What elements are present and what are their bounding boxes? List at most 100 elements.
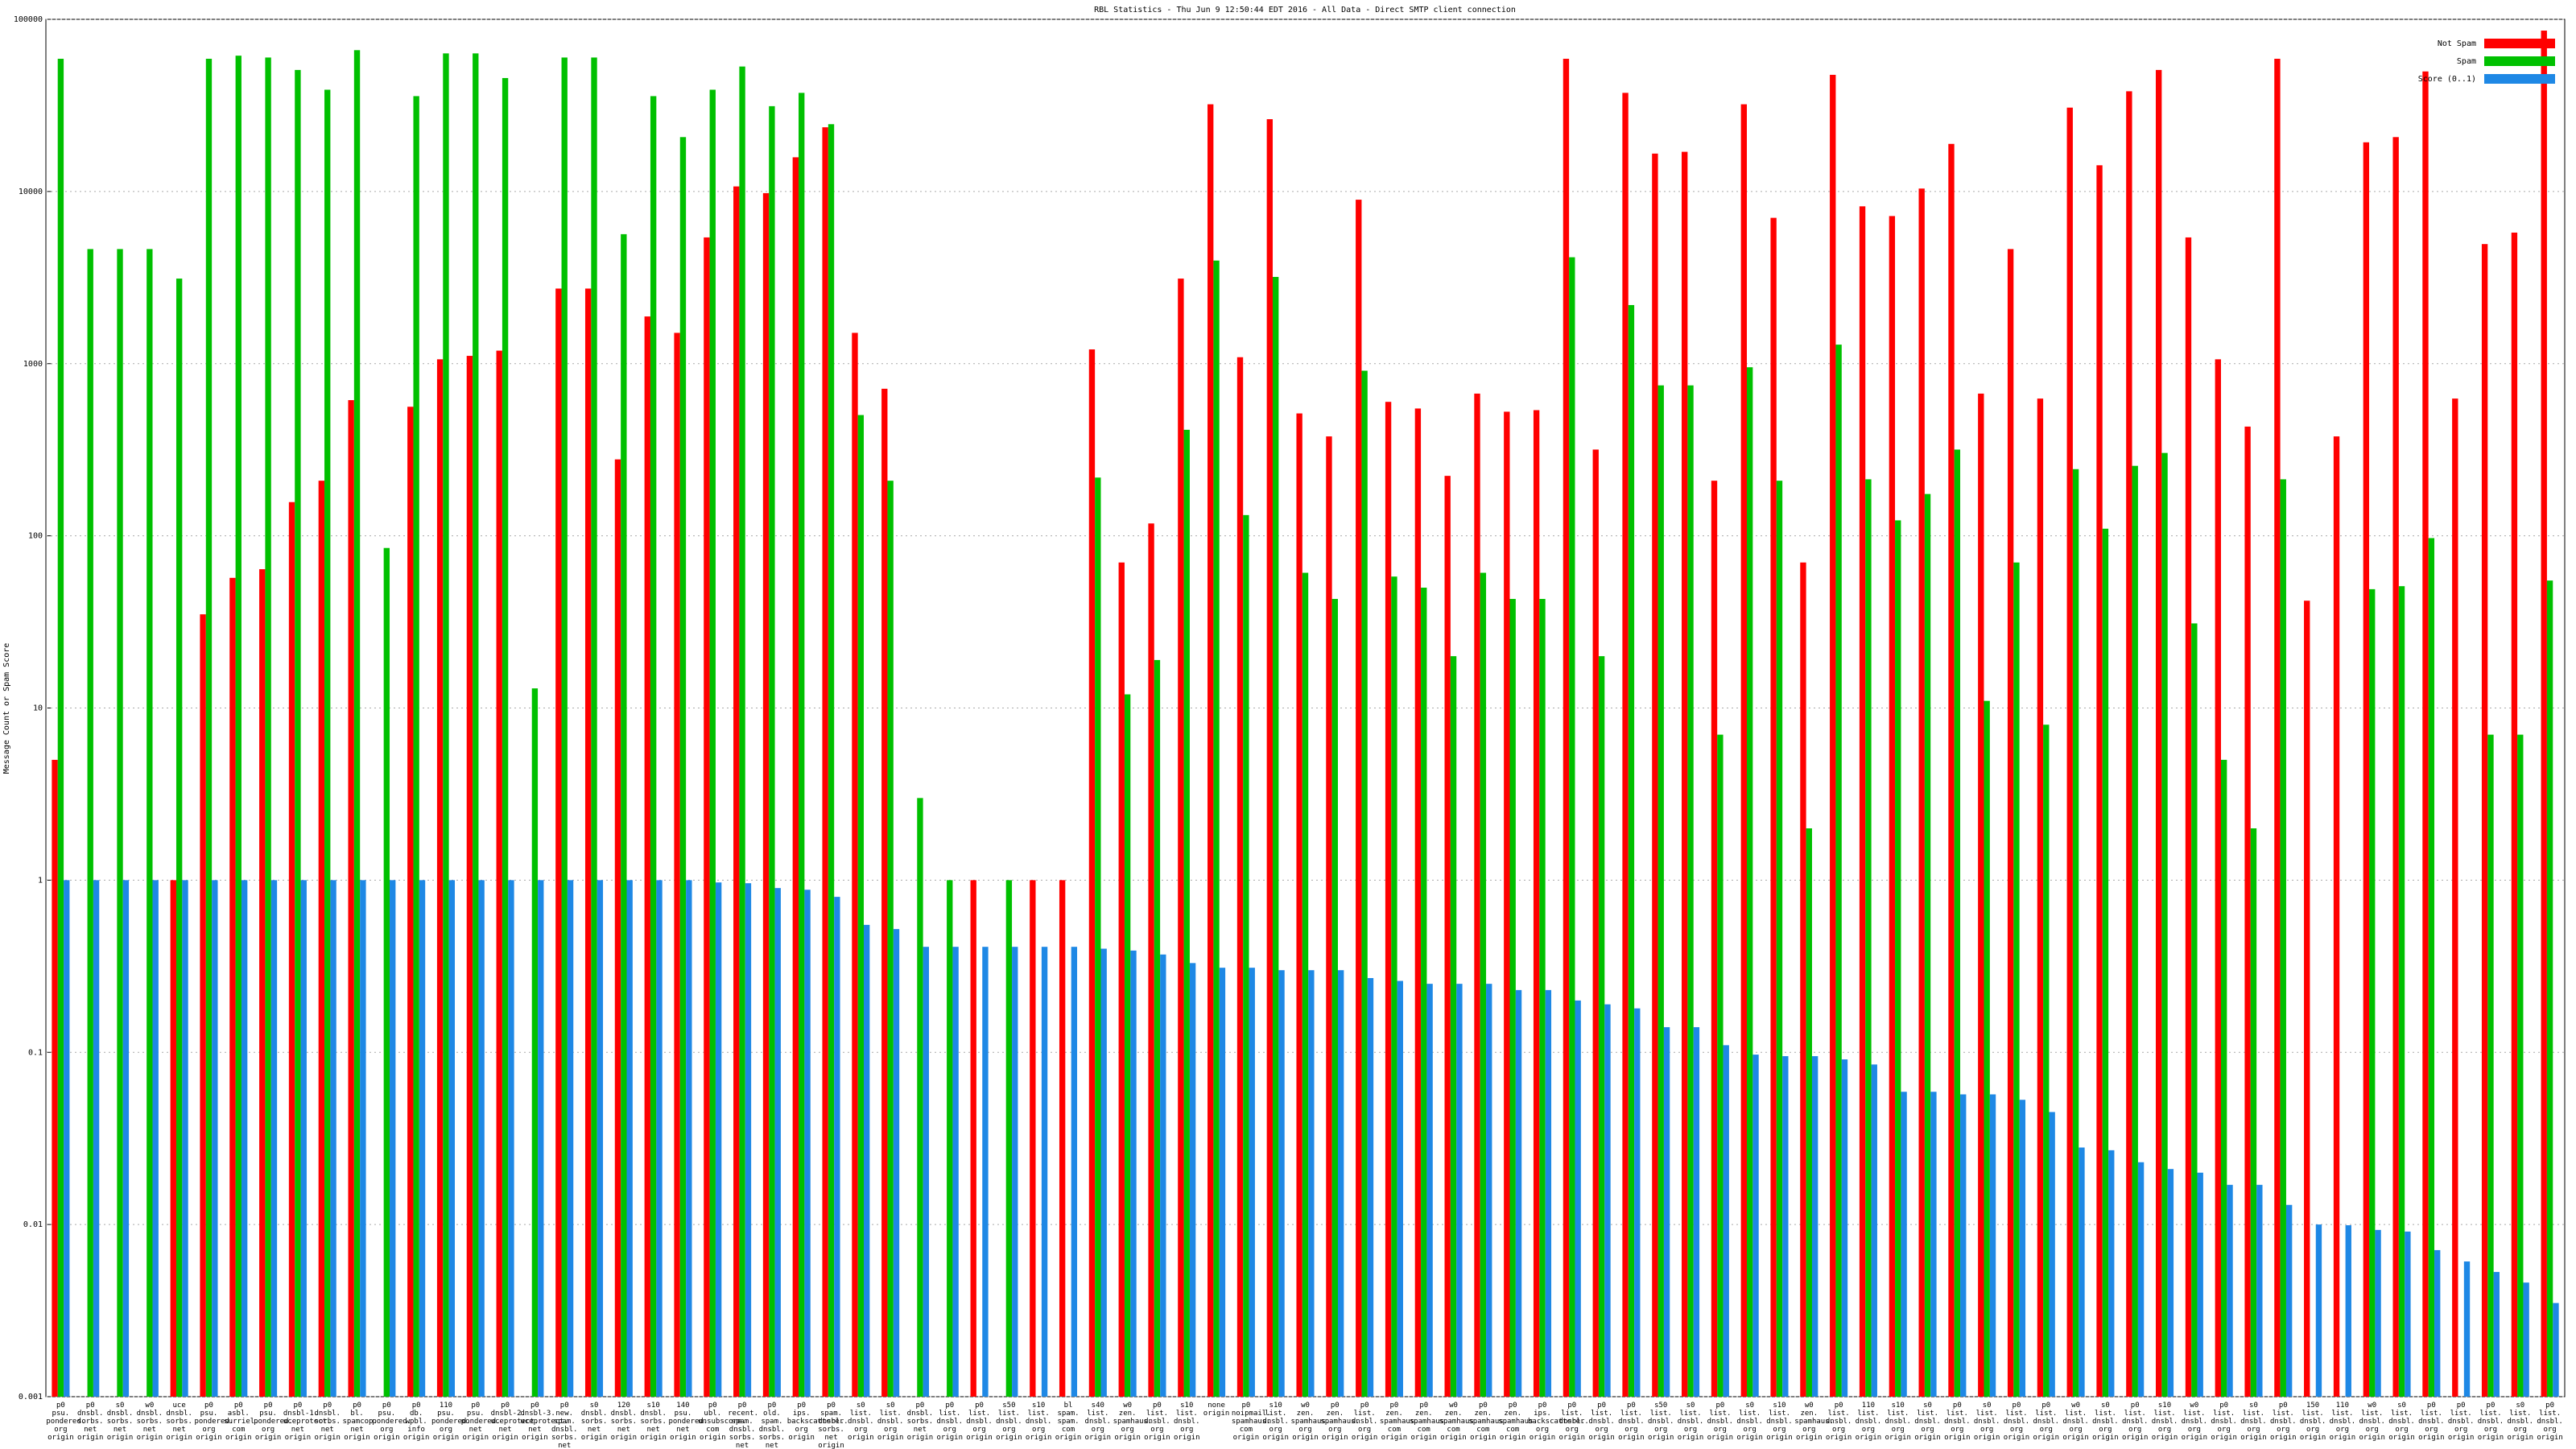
bar [1954, 449, 1961, 1397]
x-tick-label: p0 list. dnsbl. org origin [1825, 1402, 1852, 1442]
bar [1278, 970, 1285, 1397]
bar [1895, 520, 1901, 1397]
bar [360, 880, 366, 1397]
legend-label: Not Spam [2438, 39, 2476, 48]
bar [1723, 1045, 1729, 1397]
bar [1296, 413, 1302, 1397]
bar [2161, 452, 2168, 1397]
legend-label: Score (0..1) [2418, 75, 2476, 84]
bar [650, 96, 657, 1397]
bar [443, 53, 449, 1397]
x-tick-label: s10 list. dnsbl. org origin [1173, 1402, 1200, 1442]
x-tick-label: s0 list. dnsbl. org origin [1677, 1402, 1704, 1442]
bar [1154, 659, 1161, 1397]
bar [1071, 947, 1078, 1397]
bar [733, 186, 740, 1397]
bar [1592, 449, 1599, 1397]
bar [1397, 980, 1403, 1397]
bar [1331, 599, 1338, 1397]
bar [407, 407, 414, 1397]
bar [152, 880, 159, 1397]
bar [2043, 724, 2050, 1397]
bar [64, 880, 70, 1397]
x-tick-label: s0 list. dnsbl. org origin [2240, 1402, 2267, 1442]
bar [1717, 734, 1724, 1397]
bar [1059, 880, 1066, 1397]
bar [739, 66, 745, 1397]
x-tick-label: 140 psu. pondered. net origin [668, 1402, 708, 1442]
x-tick-label: p0 list. dnsbl. org origin [1558, 1402, 1586, 1442]
x-tick-label: p0 zen. spamhaus. com origin [1498, 1402, 1538, 1442]
x-tick-label: p0 list. dnsbl. org origin [2211, 1402, 2237, 1442]
bar [2220, 759, 2227, 1397]
x-tick-label: w0 dnsbl. sorbs. net origin [136, 1402, 163, 1442]
bar [1984, 700, 1990, 1397]
bar [241, 880, 248, 1397]
bar [1509, 599, 1516, 1397]
bar [2398, 586, 2405, 1397]
x-tick-label: p0 list. dnsbl. org origin [2270, 1402, 2297, 1442]
bar [621, 233, 627, 1397]
x-tick-label: p0 noipmail. spamhaus. com origin [1231, 1402, 1271, 1442]
bar [1130, 950, 1137, 1397]
bar [1740, 104, 1747, 1397]
x-tick-label: s0 list. dnsbl. org origin [2388, 1402, 2415, 1442]
bar [2244, 426, 2251, 1397]
bar [2155, 69, 2162, 1397]
bar [200, 614, 206, 1397]
x-tick-label: s10 dnsbl. sorbs. net origin [640, 1402, 667, 1442]
bar [2285, 1204, 2293, 1397]
x-tick-label: p0 recent. spam. dnsbl. sorbs. net origi… [728, 1402, 758, 1449]
bar [1100, 948, 1107, 1397]
y-tick-label: 10000 [19, 188, 43, 196]
bar [147, 249, 153, 1397]
x-tick-label: p0 list. dnsbl. org origin [1944, 1402, 1971, 1442]
x-tick-label: p0 ips. backscatterer. org origin [786, 1402, 848, 1442]
bar [2481, 244, 2488, 1397]
bar [1752, 1055, 1759, 1397]
bar [478, 880, 485, 1397]
bar [2363, 142, 2370, 1397]
x-tick-label: p0 dnsbl-2. uceprotect. net origin [490, 1402, 539, 1442]
bar [1243, 514, 1249, 1397]
bar [448, 880, 456, 1397]
x-tick-label: p0 db. wpbl. info origin [402, 1402, 430, 1442]
x-tick-label: w0 zen. spamhaus. org origin [1290, 1402, 1331, 1442]
x-tick-label: s10 list. dnsbl. org origin [1766, 1402, 1793, 1442]
y-tick-label: 100000 [14, 15, 43, 24]
bar [2463, 1261, 2471, 1397]
bar [982, 947, 989, 1397]
bar [1474, 393, 1480, 1397]
bar [1539, 599, 1546, 1397]
bar [923, 947, 929, 1397]
bar [626, 880, 633, 1397]
bar [324, 89, 331, 1397]
x-tick-label: s50 list. dnsbl. org origin [996, 1402, 1022, 1442]
x-tick-label: w0 list. dnsbl. org origin [2062, 1402, 2089, 1442]
x-tick-label: p0 list. dnsbl. org origin [2418, 1402, 2445, 1442]
bar [229, 577, 236, 1397]
x-tick-label: p0 psu. pondered. org origin [372, 1402, 412, 1442]
bar [852, 332, 858, 1397]
bar [567, 880, 574, 1397]
bar [436, 359, 444, 1397]
bar [584, 288, 592, 1397]
bar [1711, 481, 1718, 1397]
bar [1918, 188, 1925, 1397]
bar [769, 105, 775, 1397]
bar [348, 400, 354, 1397]
bar [1183, 429, 1190, 1397]
bar [1776, 481, 1783, 1397]
bar [508, 880, 514, 1397]
x-tick-label: p0 psu. pondered. org origin [254, 1402, 293, 1442]
bar [419, 880, 426, 1397]
bar [2096, 165, 2103, 1397]
bar [52, 759, 58, 1397]
bar [2553, 1302, 2559, 1397]
bar [117, 249, 123, 1397]
bar [1841, 1059, 1848, 1397]
bar [1302, 572, 1309, 1397]
bar [1041, 947, 1048, 1397]
x-tick-label: p0 list. dnsbl. org origin [2477, 1402, 2504, 1442]
